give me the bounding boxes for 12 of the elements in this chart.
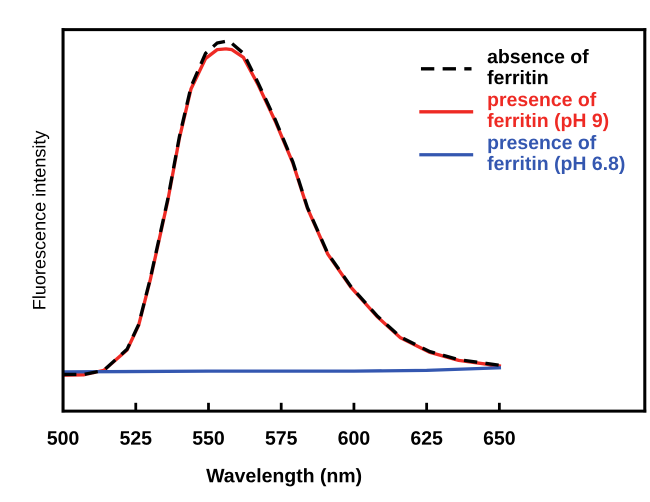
x-tick-label: 625 xyxy=(411,431,442,445)
x-tick-label: 650 xyxy=(484,431,515,445)
x-tick-label: 550 xyxy=(192,431,224,445)
legend-label: absence of ferritin xyxy=(487,49,589,84)
legend-label: presence of ferritin (pH 9) xyxy=(487,92,608,132)
y-axis-title: Fluorescence intensity xyxy=(32,130,50,309)
legend-label: presence of ferritin (pH 6.8) xyxy=(487,134,624,174)
x-tick-label: 575 xyxy=(266,431,297,445)
x-axis-title: Wavelength (nm) xyxy=(206,468,362,486)
x-tick-label: 500 xyxy=(47,431,78,445)
x-tick-label: 600 xyxy=(338,431,370,445)
x-tick-label: 525 xyxy=(120,431,152,445)
